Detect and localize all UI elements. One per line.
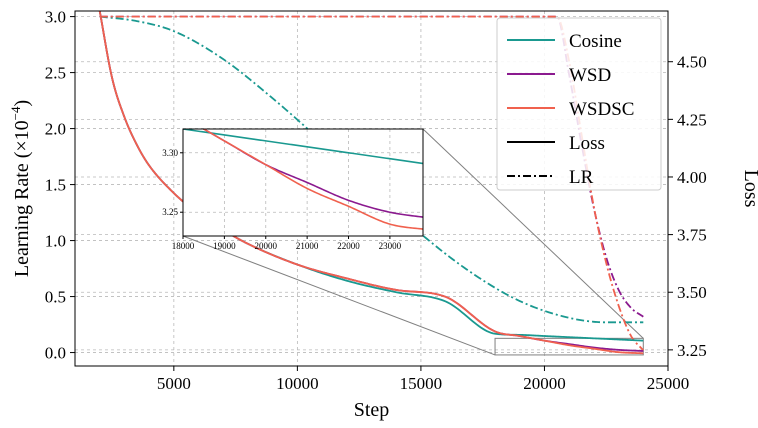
lr-series-cosine [99,15,644,324]
y-left-axis-title: Learning Rate (×10−4) [8,100,33,277]
x-tick-label: 20000 [523,374,566,393]
legend-label-wsd: WSD [569,65,611,86]
y-left-title-exponent: −4 [8,106,23,120]
zoom-indicator [182,128,644,356]
y-right-tick-label: 3.25 [677,341,707,360]
y-left-tick-label: 3.0 [45,8,66,27]
y-left-title-close: ) [11,100,33,107]
y-left-tick-label: 0.5 [45,288,66,307]
x-tick-label: 25000 [647,374,690,393]
legend-label-loss: Loss [569,133,605,154]
inset-x-tick-label: 18000 [172,241,195,251]
inset-x-tick-label: 19000 [213,241,236,251]
plot-frame [74,10,669,367]
zoom-connector-line [182,235,496,356]
legend: Cosine WSD WSDSC Loss LR [496,17,662,191]
y-right-tick-label: 3.75 [677,226,707,245]
inset-y-tick-label: 3.30 [162,148,178,158]
inset-background [183,129,423,236]
inset-grid [182,129,423,236]
y-left-tick-label: 2.0 [45,120,66,139]
y-left-tick-label: 2.5 [45,64,66,83]
inset-frame [182,128,424,237]
y-left-axis-ticks: 0.0 0.5 1.0 1.5 2.0 2.5 3.0 [45,8,75,363]
y-left-tick-label: 1.5 [45,176,66,195]
x-axis-title: Step [354,399,390,421]
y-right-tick-label: 4.50 [677,53,707,72]
zoom-connector-line [422,128,644,339]
y-right-tick-label: 3.50 [677,283,707,302]
legend-box [496,17,662,191]
inset-loss-wsdsc [202,129,423,230]
inset-x-tick-label: 21000 [296,241,319,251]
inset-x-tick-label: 23000 [379,241,402,251]
inset-zoom-plot: 18000 19000 20000 21000 22000 23000 3.25 3.30 [162,128,424,251]
x-tick-label: 15000 [400,374,443,393]
zoom-region-box [494,337,644,356]
y-left-title-main: Learning Rate (×10 [11,120,33,277]
x-tick-label: 5000 [157,374,191,393]
y-right-tick-label: 4.00 [677,168,707,187]
y-right-axis-title: Loss [740,170,758,208]
legend-label-cosine: Cosine [569,31,622,52]
inset-x-tick-label: 22000 [337,241,360,251]
y-right-tick-label: 4.25 [677,110,707,129]
y-left-tick-label: 0.0 [45,344,66,363]
inset-series [183,129,423,230]
loss-series-wsdsc [98,11,644,355]
inset-y-tick-label: 3.25 [162,207,178,217]
inset-loss-cosine [183,129,423,165]
y-right-axis-ticks: 3.25 3.50 3.75 4.00 4.25 4.50 [668,53,707,360]
legend-label-lr: LR [569,167,594,188]
inset-x-tick-label: 20000 [255,241,278,251]
y-left-tick-label: 1.0 [45,232,66,251]
inset-ticks: 18000 19000 20000 21000 22000 23000 3.25 3.30 [162,148,401,251]
legend-label-wsdsc: WSDSC [569,99,634,120]
x-tick-label: 10000 [276,374,319,393]
x-axis-ticks: 5000 10000 15000 20000 25000 [157,366,689,393]
